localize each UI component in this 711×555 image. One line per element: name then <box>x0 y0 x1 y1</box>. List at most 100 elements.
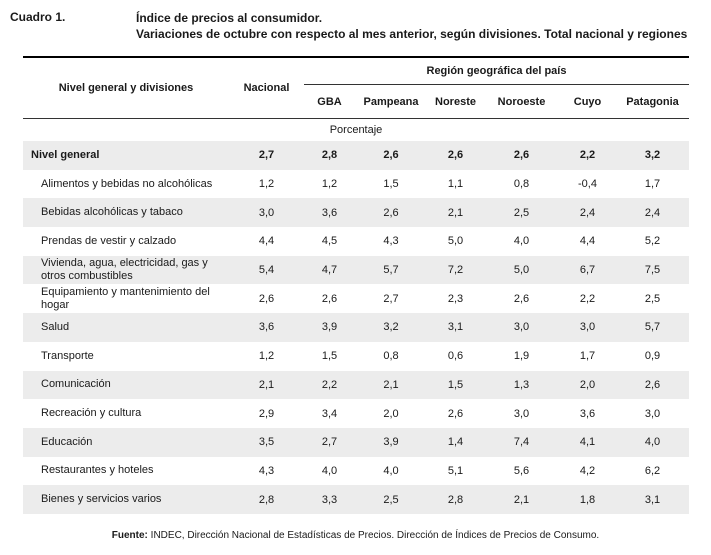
cell-region: 1,5 <box>427 370 484 400</box>
row-label-text: Prendas de vestir y calzado <box>41 234 177 247</box>
cell-region: 4,0 <box>616 427 689 457</box>
table-header-block: Cuadro 1. Índice de precios al consumido… <box>0 8 711 52</box>
table-row: Recreación y cultura 2,9 3,4 2,0 2,6 3,0 3,6 3,… <box>23 399 689 428</box>
cell-region: 2,6 <box>484 284 559 314</box>
cell-region: 5,2 <box>616 227 689 256</box>
cell-region: 2,6 <box>304 284 355 314</box>
row-label: Recreación y cultura <box>23 399 229 428</box>
row-label: Restaurantes y hoteles <box>23 456 229 486</box>
division-column-header: Nivel general y divisiones <box>58 82 194 94</box>
table-row: Equipamiento y mantenimiento del hogar 2,… <box>23 284 689 314</box>
table-row: Prendas de vestir y calzado 4,4 4,5 4,3 5,0 4… <box>23 227 689 256</box>
source-note: Fuente: INDEC, Dirección Nacional de Est… <box>0 530 711 541</box>
cell-region: 2,1 <box>484 485 559 514</box>
row-label-text: Nivel general <box>31 148 100 161</box>
table-number: Cuadro 1. <box>10 10 66 24</box>
cell-region: 1,9 <box>484 341 559 371</box>
cell-region: 1,8 <box>559 485 616 514</box>
region-group-header: Región geográfica del país <box>304 58 689 85</box>
cell-region: 3,4 <box>304 399 355 428</box>
cell-region: 5,7 <box>355 255 427 285</box>
cell-region: 7,2 <box>427 255 484 285</box>
cell-region: 1,7 <box>559 341 616 371</box>
cell-region: 4,7 <box>304 255 355 285</box>
table-title: Índice de precios al consumidor. <box>136 11 323 25</box>
row-label: Educación <box>23 427 229 457</box>
table-row: Transporte 1,2 1,5 0,8 0,6 1,9 1,7 0,9 <box>23 341 689 371</box>
cell-region: 3,0 <box>484 313 559 342</box>
row-label: Comunicación <box>23 370 229 400</box>
cell-region: 3,9 <box>304 313 355 342</box>
cell-region: 0,8 <box>484 169 559 199</box>
row-label: Alimentos y bebidas no alcohólicas <box>23 169 229 199</box>
cell-region: 0,8 <box>355 341 427 371</box>
cell-region: 5,1 <box>427 456 484 486</box>
cell-region: 1,5 <box>355 169 427 199</box>
region-header-gba: GBA <box>317 95 342 108</box>
cell-region: 2,1 <box>427 198 484 228</box>
cell-region: 2,7 <box>355 284 427 314</box>
unit-row: Porcentaje <box>23 118 689 141</box>
cpi-table: Nivel general y divisiones Nacional Regi… <box>23 56 689 514</box>
cell-region: 3,0 <box>559 313 616 342</box>
row-label: Salud <box>23 313 229 342</box>
cell-region: 4,0 <box>304 456 355 486</box>
cell-region: 4,4 <box>559 227 616 256</box>
cell-region: 5,7 <box>616 313 689 342</box>
table-body: Nivel general 2,7 2,8 2,6 2,6 2,6 2,2 3,2 Alimen… <box>23 141 689 514</box>
cell-region: 1,3 <box>484 370 559 400</box>
cell-region: 1,5 <box>304 341 355 371</box>
cell-region: 2,2 <box>559 141 616 170</box>
table-row: Bebidas alcohólicas y tabaco 3,0 3,6 2,6 2,1… <box>23 198 689 228</box>
cell-region: 2,6 <box>355 198 427 228</box>
cell-region: 2,0 <box>559 370 616 400</box>
row-label: Nivel general <box>23 141 229 170</box>
table-row: Restaurantes y hoteles 4,3 4,0 4,0 5,1 5,6 4,2… <box>23 456 689 486</box>
cell-region: 6,7 <box>559 255 616 285</box>
row-label-text: Transporte <box>41 349 94 362</box>
row-label-text: Educación <box>41 435 93 448</box>
table-row: Educación 3,5 2,7 3,9 1,4 7,4 4,1 4,0 <box>23 427 689 457</box>
cell-region: 3,9 <box>355 427 427 457</box>
row-label: Transporte <box>23 341 229 371</box>
row-label-text: Restaurantes y hoteles <box>41 464 154 477</box>
cell-nacional: 3,5 <box>229 427 304 457</box>
cell-region: 2,2 <box>304 370 355 400</box>
cell-region: 3,0 <box>616 399 689 428</box>
row-label: Vivienda, agua, electricidad, gas y otro… <box>23 255 229 285</box>
cell-nacional: 3,0 <box>229 198 304 228</box>
cell-region: 2,5 <box>355 485 427 514</box>
cell-region: 5,0 <box>484 255 559 285</box>
cell-region: 2,3 <box>427 284 484 314</box>
region-header-noroeste: Noroeste <box>497 95 546 108</box>
cell-region: 2,6 <box>427 399 484 428</box>
cell-region: 4,3 <box>355 227 427 256</box>
cell-nacional: 1,2 <box>229 169 304 199</box>
cell-region: 2,5 <box>484 198 559 228</box>
cell-region: 7,5 <box>616 255 689 285</box>
cell-region: 1,7 <box>616 169 689 199</box>
cell-region: 2,6 <box>427 141 484 170</box>
cell-region: 1,2 <box>304 169 355 199</box>
row-label-text: Bienes y servicios varios <box>41 493 162 506</box>
cell-region: 2,6 <box>616 370 689 400</box>
region-header-patagonia: Patagonia <box>626 95 679 108</box>
table-titles: Índice de precios al consumidor. Variaci… <box>136 10 687 42</box>
cell-region: 2,8 <box>304 141 355 170</box>
cell-region: 3,3 <box>304 485 355 514</box>
cell-region: 5,6 <box>484 456 559 486</box>
nacional-column-header: Nacional <box>243 82 290 94</box>
cell-region: 2,6 <box>355 141 427 170</box>
cell-region: 1,1 <box>427 169 484 199</box>
cell-region: 4,0 <box>355 456 427 486</box>
cell-region: 7,4 <box>484 427 559 457</box>
source-label: Fuente: <box>111 530 148 541</box>
cell-nacional: 2,7 <box>229 141 304 170</box>
cell-nacional: 2,9 <box>229 399 304 428</box>
region-header-cuyo: Cuyo <box>573 95 602 108</box>
row-label: Equipamiento y mantenimiento del hogar <box>23 284 229 314</box>
cell-region: 3,6 <box>304 198 355 228</box>
table-row: Alimentos y bebidas no alcohólicas 1,2 1,2… <box>23 169 689 199</box>
cell-region: 6,2 <box>616 456 689 486</box>
row-label-text: Vivienda, agua, electricidad, gas y otro… <box>41 257 208 283</box>
